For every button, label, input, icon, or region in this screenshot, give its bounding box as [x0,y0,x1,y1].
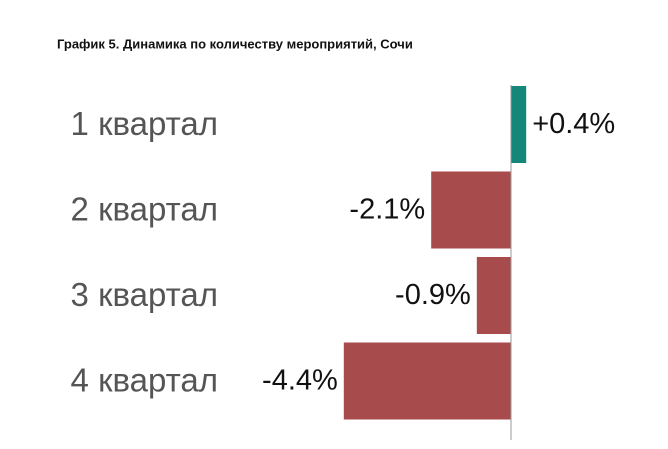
value-label: +0.4% [532,108,615,140]
value-label: -4.4% [262,365,338,397]
category-label: 4 квартал [71,362,218,399]
category-label: 1 квартал [71,105,218,142]
chart-title: График 5. Динамика по количеству меропри… [57,36,413,51]
value-label: -2.1% [349,194,425,226]
bar [431,171,511,249]
category-label: 2 квартал [71,191,218,228]
category-label: 3 квартал [71,276,218,313]
value-label: -0.9% [395,279,471,311]
bar [476,257,511,334]
bar [343,342,511,420]
bar [511,86,527,163]
